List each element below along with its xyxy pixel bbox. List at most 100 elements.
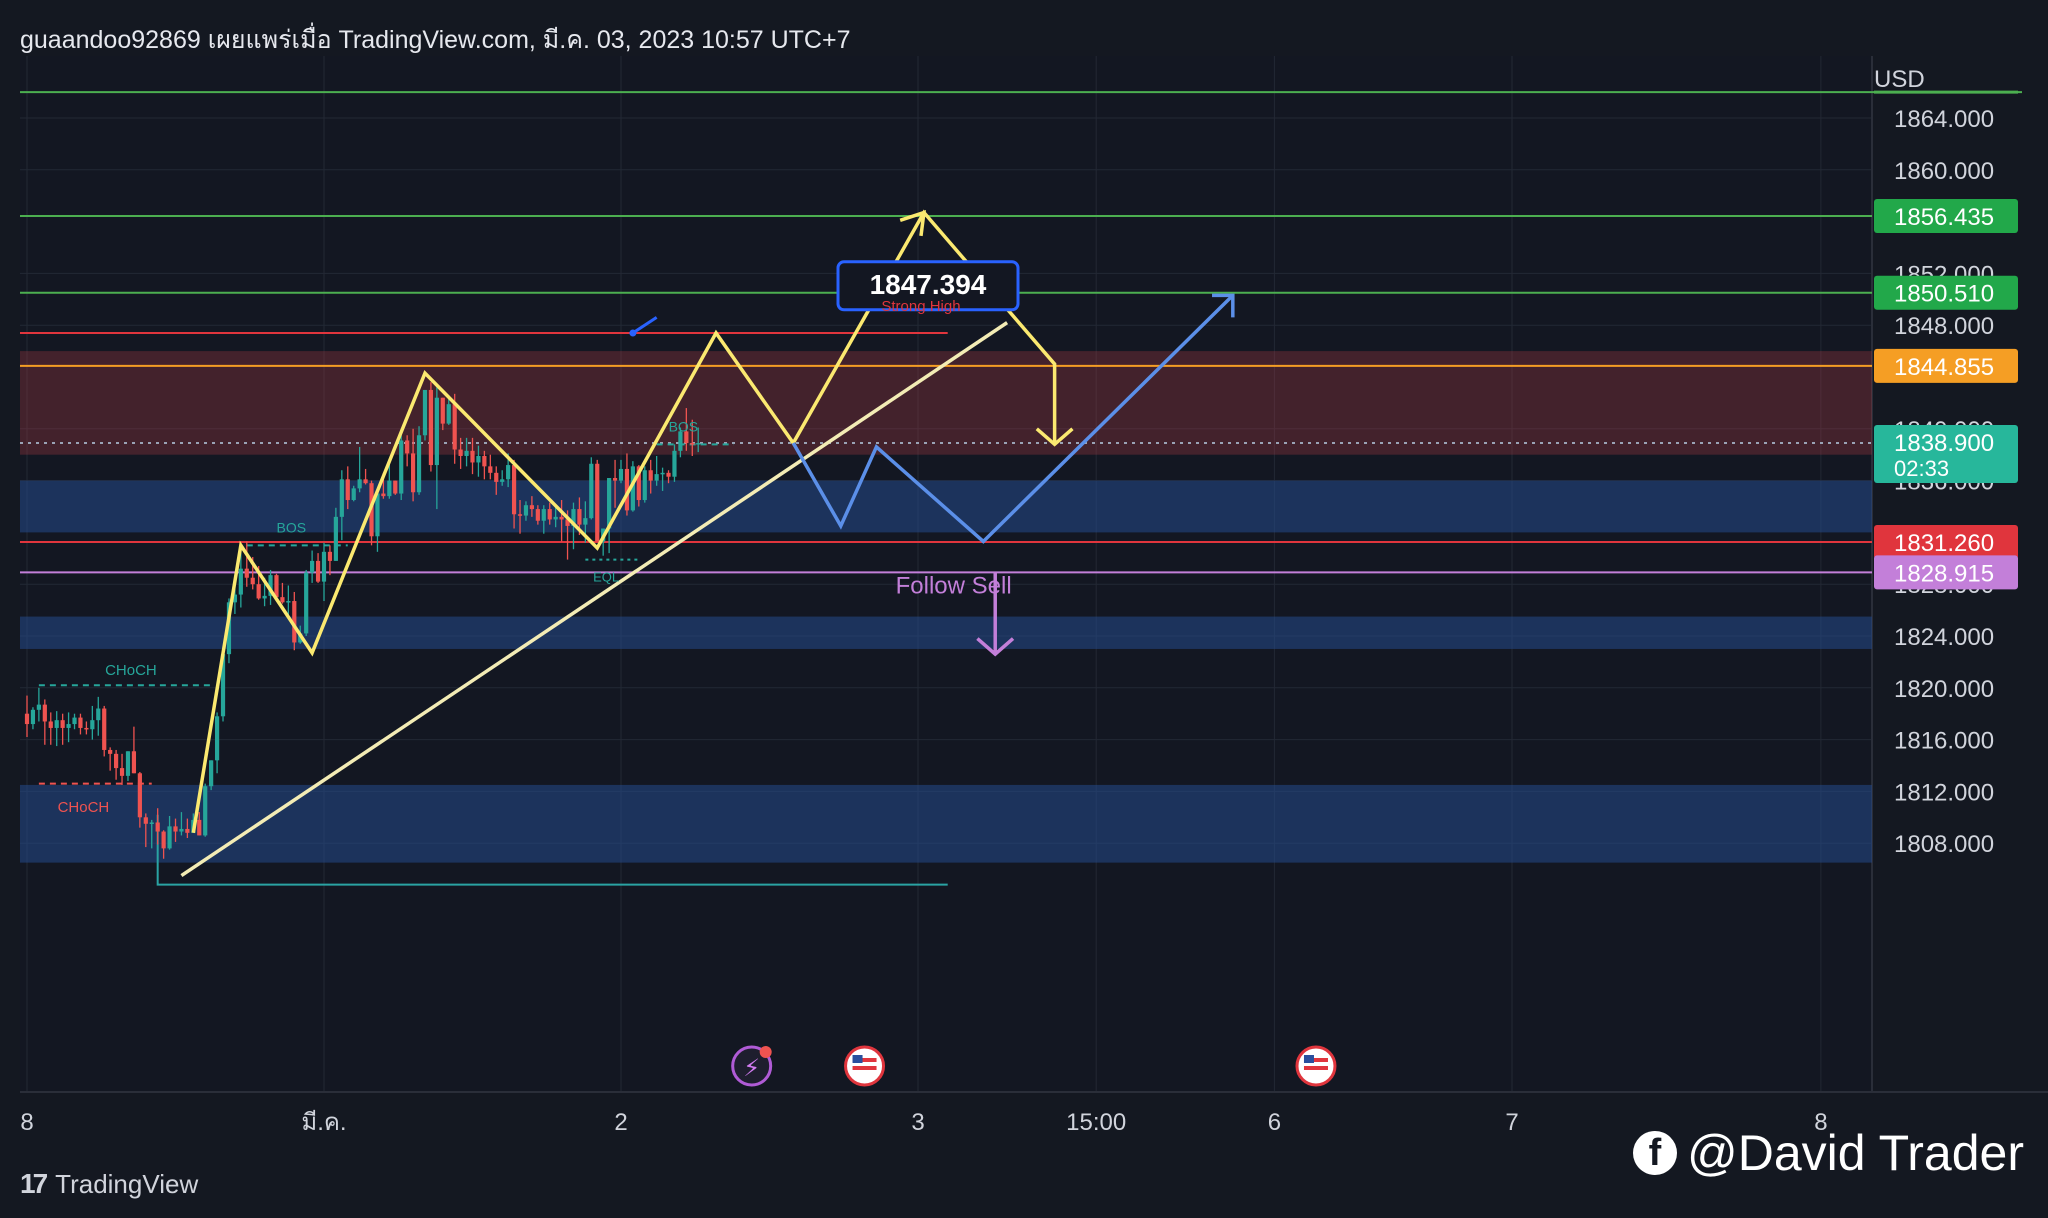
candle-body bbox=[108, 749, 113, 754]
candle-body bbox=[54, 720, 59, 728]
candle-body bbox=[78, 717, 83, 728]
liquidity-box-outline bbox=[156, 814, 948, 886]
candle-body bbox=[452, 404, 457, 450]
candle-body bbox=[571, 509, 576, 526]
candle-body bbox=[422, 389, 428, 436]
candle-body bbox=[500, 479, 505, 482]
y-tick-label: 1864.000 bbox=[1894, 106, 1994, 133]
candle-body bbox=[274, 575, 279, 598]
candle-body bbox=[601, 528, 606, 542]
candle-body bbox=[678, 431, 683, 451]
candle-body bbox=[690, 443, 695, 445]
x-tick-label: 6 bbox=[1268, 1109, 1281, 1136]
x-tick-label: 2 bbox=[614, 1109, 627, 1136]
candle-body bbox=[131, 751, 137, 774]
price-label-box bbox=[1874, 555, 2018, 590]
symbol-label[interactable]: ทองคำ / ดอลลาร์สหรัฐ, 1h, OANDA bbox=[36, 78, 394, 104]
candle-body bbox=[292, 601, 297, 643]
candle-body bbox=[517, 514, 523, 516]
candle-body bbox=[250, 577, 255, 585]
candle-body bbox=[327, 551, 333, 561]
candle-body bbox=[470, 450, 475, 463]
candle-body bbox=[167, 826, 172, 849]
candle-body bbox=[399, 440, 404, 494]
bos-label: BOS bbox=[669, 418, 699, 434]
candle-body bbox=[24, 713, 30, 725]
lightning-glyph: ⚡ bbox=[743, 1055, 760, 1082]
open-value: 1838.760 bbox=[452, 78, 549, 104]
facebook-icon: f bbox=[1633, 1131, 1677, 1175]
price-label-box bbox=[1874, 198, 2018, 233]
lightning-event-icon bbox=[731, 1045, 773, 1087]
price-label-text: 1844.855 bbox=[1894, 354, 1994, 381]
y-tick-label: 1812.000 bbox=[1894, 779, 1994, 806]
candle-body bbox=[506, 465, 511, 480]
candle-body bbox=[607, 478, 612, 529]
candle-body bbox=[304, 572, 309, 634]
candle-body bbox=[268, 575, 273, 596]
x-tick-label: 8 bbox=[20, 1109, 33, 1136]
candle-body bbox=[161, 831, 166, 849]
y-tick-label: 1860.000 bbox=[1894, 158, 1994, 185]
price-label-text: 1831.260 bbox=[1894, 530, 1994, 557]
candle-body bbox=[345, 479, 350, 501]
flag-stripe bbox=[1303, 1066, 1328, 1070]
candle-body bbox=[30, 709, 36, 725]
flag-canton bbox=[1303, 1055, 1314, 1063]
high-label: สูง bbox=[563, 78, 589, 104]
candle-body bbox=[114, 753, 119, 769]
blue-arrowhead bbox=[1212, 293, 1235, 318]
candle-body bbox=[654, 474, 659, 481]
candle-body bbox=[286, 601, 291, 603]
candle-body bbox=[226, 602, 232, 655]
candle-body bbox=[357, 479, 362, 489]
us-flag-icon bbox=[844, 1045, 886, 1087]
candle-body bbox=[333, 516, 338, 561]
candle-body bbox=[630, 466, 635, 511]
candle-body bbox=[298, 633, 303, 643]
candle-body bbox=[173, 826, 178, 832]
low-value: 1838.200 bbox=[742, 78, 839, 104]
tradingview-logo-icon: 17 bbox=[20, 1168, 48, 1199]
close-label: ปิด bbox=[852, 78, 883, 104]
strong-high-label: Strong High bbox=[881, 298, 960, 315]
candle-body bbox=[648, 470, 653, 481]
price-label-box bbox=[1874, 524, 2018, 559]
flag-stripe bbox=[852, 1066, 877, 1070]
candle-body bbox=[553, 516, 558, 520]
candle-body bbox=[203, 786, 208, 836]
flag-stripe bbox=[1303, 1058, 1328, 1062]
candle-body bbox=[547, 509, 552, 520]
candle-body bbox=[488, 466, 493, 473]
candle-body bbox=[256, 584, 261, 599]
blue-projection-path bbox=[791, 294, 1235, 544]
yellow-arrowhead-down bbox=[1035, 427, 1074, 447]
candle-body bbox=[405, 440, 410, 454]
callout-box bbox=[836, 260, 1020, 312]
tradingview-brand[interactable]: 17 TradingView bbox=[20, 1168, 198, 1200]
x-tick-label: 3 bbox=[911, 1109, 924, 1136]
candle-body bbox=[191, 819, 196, 833]
candle-body bbox=[434, 397, 439, 466]
author-watermark: f @David Trader bbox=[1633, 1124, 2024, 1182]
price-label-text: 1828.915 bbox=[1894, 560, 1994, 587]
x-tick-label: 15:00 bbox=[1066, 1109, 1126, 1136]
price-label-box bbox=[1874, 425, 2018, 484]
candle-body bbox=[351, 488, 356, 501]
candle-body bbox=[238, 568, 243, 595]
event-dot bbox=[759, 1046, 772, 1058]
flag-stripe bbox=[852, 1058, 877, 1062]
x-tick-label: มี.ค. bbox=[301, 1109, 346, 1136]
candle-body bbox=[559, 516, 564, 520]
sell-arrowhead bbox=[976, 637, 1015, 657]
candle-body bbox=[411, 453, 416, 493]
price-label-text: 1856.435 bbox=[1894, 204, 1994, 231]
candle-body bbox=[280, 597, 285, 603]
callout-price: 1847.394 bbox=[870, 269, 987, 300]
currency-label[interactable]: USD bbox=[1874, 66, 1925, 93]
candle-body bbox=[464, 450, 469, 456]
zone-3 bbox=[20, 784, 1872, 863]
y-tick-label: 1848.000 bbox=[1894, 313, 1994, 340]
zone-1 bbox=[20, 480, 1872, 533]
